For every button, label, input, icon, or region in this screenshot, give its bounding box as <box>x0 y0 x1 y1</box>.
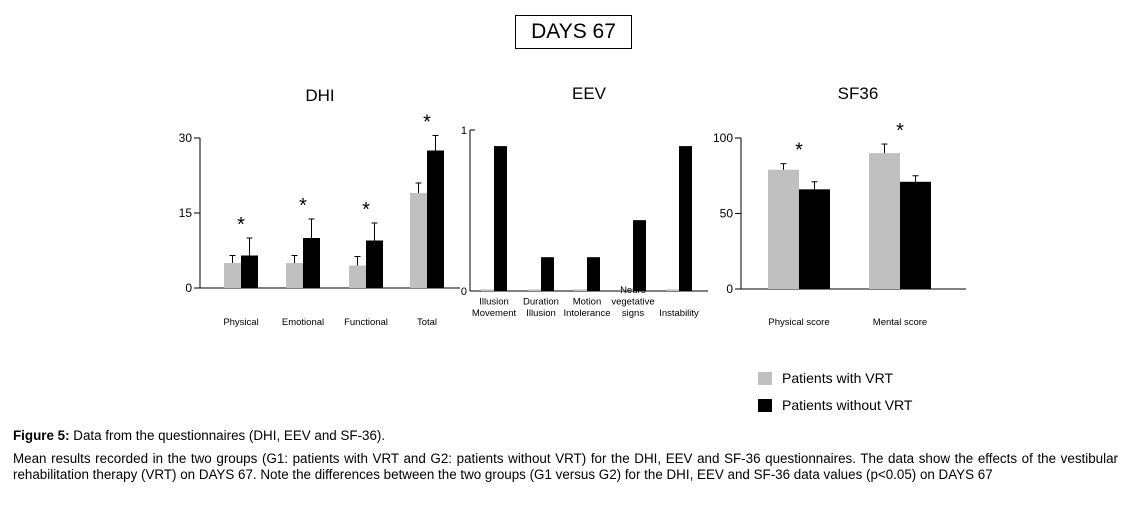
dhi-bar-without-vrt <box>366 240 383 288</box>
dhi-significance-marker: * <box>362 199 370 221</box>
legend-swatch-with-vrt <box>758 372 772 385</box>
caption-title-bold: Figure 5: <box>13 428 70 443</box>
dhi-significance-marker: * <box>423 112 431 134</box>
dhi-bar-without-vrt <box>241 255 258 288</box>
dhi-category-label: Functional <box>344 317 388 328</box>
sf36-bar-without-vrt <box>900 181 931 289</box>
dhi-bar-with-vrt <box>349 265 366 288</box>
eev-category-label: signs <box>622 308 644 319</box>
sf36-y-tick-label: 100 <box>713 131 733 145</box>
sf36-bar-without-vrt <box>799 189 830 289</box>
eev-bar-with-vrt <box>666 289 679 291</box>
dhi-title: DHI <box>305 86 334 105</box>
eev-bar-without-vrt <box>541 257 554 291</box>
eev-category-label: Movement <box>472 308 517 319</box>
eev-bar-with-vrt <box>528 289 541 291</box>
dhi-bar-without-vrt <box>427 150 444 288</box>
eev-category-label: vegetative <box>611 297 654 308</box>
dhi-y-tick-label: 0 <box>185 281 192 295</box>
sf36-bar-with-vrt <box>768 169 799 289</box>
eev-bar-without-vrt <box>587 257 600 291</box>
days-label: DAYS 67 <box>531 20 616 43</box>
sf36-significance-marker: * <box>795 140 803 162</box>
days-label-box: DAYS 67 <box>515 15 632 49</box>
dhi-category-label: Total <box>417 317 437 328</box>
eev-category-label: Neuro <box>620 285 646 296</box>
sf36-y-tick-label: 50 <box>720 207 734 221</box>
figure-caption: Figure 5: Data from the questionnaires (… <box>13 428 1118 483</box>
dhi-bar-with-vrt <box>224 263 241 288</box>
legend-swatch-without-vrt <box>758 399 772 412</box>
sf36-y-tick-label: 0 <box>726 282 733 296</box>
eev-bar-without-vrt <box>633 220 646 291</box>
sf36-category-label: Mental score <box>873 317 927 328</box>
eev-title: EEV <box>572 84 607 103</box>
dhi-bar-with-vrt <box>410 193 427 288</box>
eev-bar-without-vrt <box>679 146 692 291</box>
caption-title-rest: Data from the questionnaires (DHI, EEV a… <box>69 428 386 443</box>
eev-category-label: Illusion <box>526 308 556 319</box>
dhi-y-tick-label: 30 <box>179 131 193 145</box>
sf36-significance-marker: * <box>896 120 904 142</box>
dhi-category-label: Physical <box>223 317 258 328</box>
eev-category-label: Instability <box>659 308 699 319</box>
eev-category-label: Intolerance <box>563 308 610 319</box>
dhi-y-tick-label: 15 <box>179 206 193 220</box>
sf36-category-label: Physical score <box>768 317 829 328</box>
figure: DAYS 67 DHI 0 15 30 * Physical * Emotional * Func… <box>179 15 966 413</box>
eev-bar-without-vrt <box>494 146 507 291</box>
eev-bar-with-vrt <box>481 289 494 291</box>
legend-label-without-vrt: Patients without VRT <box>782 397 913 413</box>
dhi-bar-with-vrt <box>286 263 303 288</box>
eev-y-tick-label: 0 <box>461 286 467 298</box>
charts-svg: DHI 0 15 30 * Physical * Emotional * Functional * T… <box>179 84 966 328</box>
caption-body: Mean results recorded in the two groups … <box>13 451 1118 482</box>
eev-category-label: Duration <box>523 297 559 308</box>
sf36-title: SF36 <box>838 84 879 103</box>
dhi-significance-marker: * <box>299 195 307 217</box>
eev-category-label: Illusion <box>479 297 509 308</box>
sf36-bar-with-vrt <box>869 153 900 289</box>
eev-bar-with-vrt <box>574 289 587 291</box>
dhi-significance-marker: * <box>237 214 245 236</box>
dhi-bar-without-vrt <box>303 238 320 288</box>
dhi-category-label: Emotional <box>282 317 324 328</box>
eev-bar-with-vrt <box>620 289 633 291</box>
eev-category-label: Motion <box>573 297 602 308</box>
legend-label-with-vrt: Patients with VRT <box>782 370 894 386</box>
caption-title: Figure 5: Data from the questionnaires (… <box>13 428 1118 443</box>
eev-y-tick-label: 1 <box>461 125 467 137</box>
